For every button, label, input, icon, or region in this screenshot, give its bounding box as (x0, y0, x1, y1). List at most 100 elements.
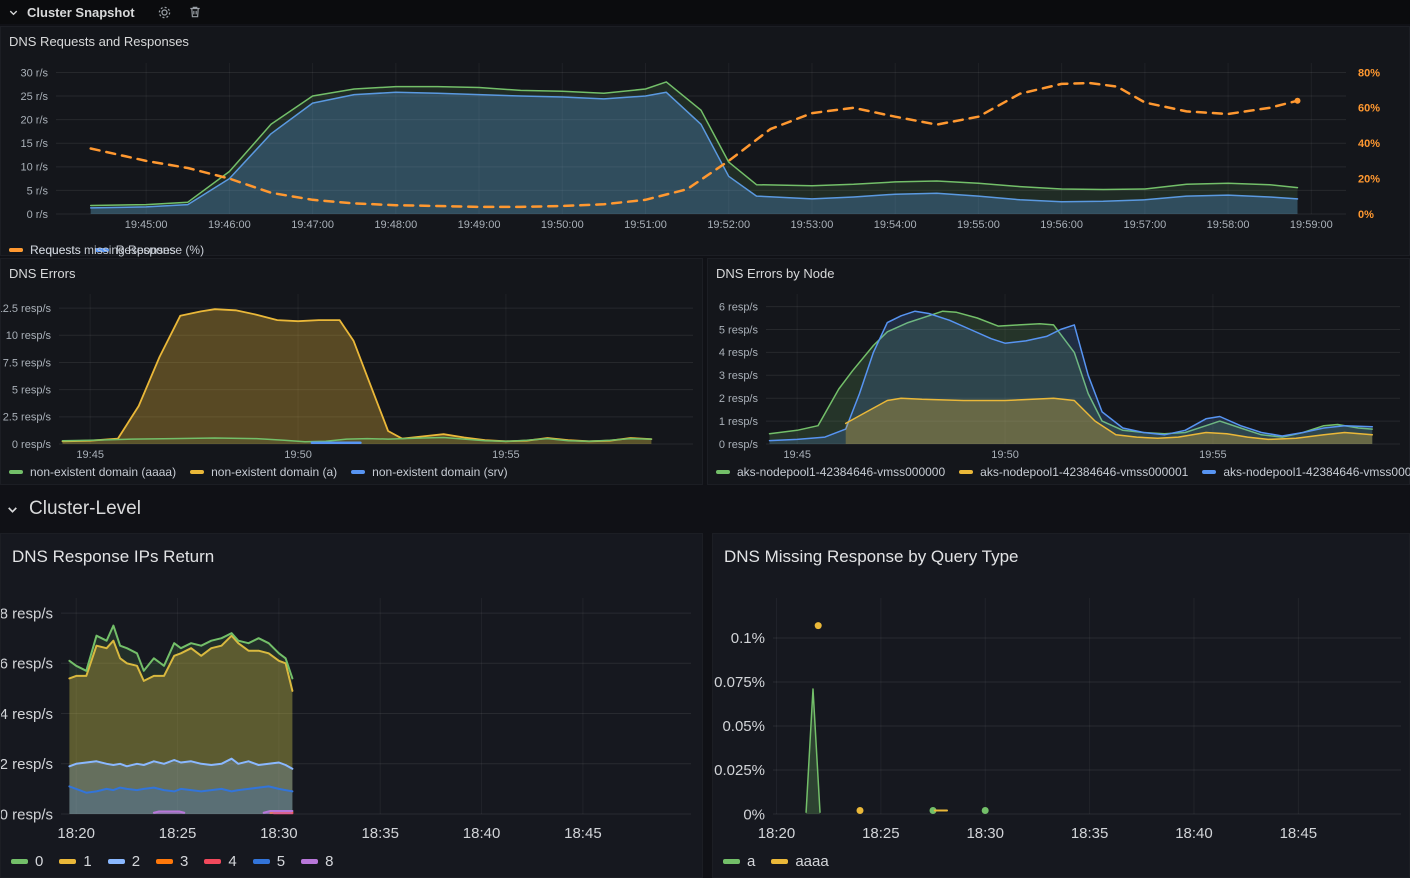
legend-label: aks-nodepool1-42384646-vmss000000 (737, 465, 946, 479)
legend-label: 5 (276, 853, 286, 870)
legend-color-chip (190, 470, 205, 474)
svg-text:18:25: 18:25 (862, 825, 900, 842)
legend-color-chip (94, 248, 109, 252)
gear-icon[interactable] (157, 5, 172, 20)
legend-label: aks-nodepool1-42384646-vmss000001 (980, 465, 1189, 479)
legend-item-4[interactable]: 4 (204, 853, 237, 870)
svg-text:18:20: 18:20 (57, 825, 95, 842)
legend-color-chip (59, 859, 77, 864)
row-header-cluster-snapshot[interactable]: Cluster Snapshot (0, 0, 1410, 24)
svg-text:19:50:00: 19:50:00 (541, 219, 584, 231)
svg-text:18:35: 18:35 (361, 825, 399, 842)
legend-label: non-existent domain (a) (211, 465, 338, 479)
legend-color-chip (156, 859, 174, 864)
svg-text:5 r/s: 5 r/s (27, 185, 49, 197)
legend-color-chip (351, 470, 366, 474)
legend-color-chip (252, 859, 270, 864)
panel-title[interactable]: DNS Requests and Responses (9, 34, 189, 49)
legend-label: 4 (228, 853, 237, 870)
legend-label: non-existent domain (srv) (372, 465, 508, 479)
svg-text:20 r/s: 20 r/s (20, 114, 48, 126)
section-title[interactable]: Cluster Snapshot (27, 4, 135, 20)
legend-label: 8 (325, 853, 334, 870)
section-title[interactable]: Cluster-Level (29, 498, 141, 519)
chevron-down-icon[interactable] (6, 503, 19, 516)
chart-dns-response-ips-return[interactable]: 18:20 18:25 18:30 18:35 18:40 18:45 0 resp/s 2 … (1, 576, 704, 866)
legend-item-aaaa[interactable]: aaaa (771, 853, 829, 870)
legend-item-non-existent-domain-aaaa-[interactable]: non-existent domain (aaaa) (9, 465, 176, 479)
svg-text:18:40: 18:40 (1175, 825, 1213, 842)
svg-text:3 resp/s: 3 resp/s (719, 370, 759, 382)
svg-text:19:46:00: 19:46:00 (208, 219, 251, 231)
legend-left: Requests Responses (9, 243, 176, 257)
chevron-down-icon[interactable] (8, 7, 19, 18)
svg-text:19:54:00: 19:54:00 (874, 219, 917, 231)
legend-item-responses[interactable]: Responses (94, 243, 176, 257)
svg-text:18:45: 18:45 (1280, 825, 1318, 842)
svg-text:4 resp/s: 4 resp/s (719, 347, 759, 359)
svg-text:19:57:00: 19:57:00 (1123, 219, 1166, 231)
legend-item-non-existent-domain-a-[interactable]: non-existent domain (a) (190, 465, 337, 479)
svg-text:8 resp/s: 8 resp/s (1, 605, 53, 622)
chart-dns-missing-response-by-query-type[interactable]: 18:20 18:25 18:30 18:35 18:40 18:45 0% 0.025% 0.… (713, 576, 1410, 866)
chart-dns-requests-and-responses[interactable]: 19:45:00 19:46:00 19:47:00 19:48:00 19:49:00… (1, 55, 1410, 237)
svg-text:2 resp/s: 2 resp/s (1, 756, 53, 773)
legend-color-chip (771, 859, 789, 864)
legend-color-chip (716, 470, 730, 474)
legend-color-chip (9, 470, 23, 474)
legend-label: Responses (115, 243, 176, 257)
legend-item-aks-nodepool1-42384646-vmss000000[interactable]: aks-nodepool1-42384646-vmss000000 (716, 465, 945, 479)
panel-dns-response-ips-return: DNS Response IPs Return 18:20 18:25 18:30 1… (0, 533, 703, 878)
svg-text:19:49:00: 19:49:00 (458, 219, 501, 231)
svg-text:0 resp/s: 0 resp/s (1, 806, 53, 823)
svg-text:19:48:00: 19:48:00 (374, 219, 417, 231)
panel-title[interactable]: DNS Missing Response by Query Type (724, 547, 1019, 566)
legend-item-non-existent-domain-srv-[interactable]: non-existent domain (srv) (351, 465, 508, 479)
legend-label: non-existent domain (aaaa) (30, 465, 177, 479)
trash-icon[interactable] (188, 5, 202, 19)
legend-item-8[interactable]: 8 (301, 853, 333, 870)
legend-item-2[interactable]: 2 (107, 853, 140, 870)
legend: non-existent domain (aaaa) non-existent d… (9, 465, 508, 479)
svg-text:0 resp/s: 0 resp/s (12, 439, 52, 451)
chart-dns-errors-by-node[interactable]: 19:45 19:50 19:55 0 resp/s 1 resp/s 2 resp/s 3… (708, 286, 1410, 471)
legend-item-0[interactable]: 0 (11, 853, 43, 870)
svg-text:18:30: 18:30 (966, 825, 1004, 842)
legend-item-1[interactable]: 1 (59, 853, 92, 870)
svg-text:60%: 60% (1358, 103, 1380, 115)
legend-color-chip (11, 859, 28, 864)
svg-text:19:45:00: 19:45:00 (125, 219, 168, 231)
panel-title[interactable]: DNS Errors (9, 266, 76, 281)
legend-item-5[interactable]: 5 (252, 853, 286, 870)
panel-dns-errors: DNS Errors 19:45 19:50 19:55 0 resp/s 2.5 re… (0, 258, 703, 485)
svg-text:2 resp/s: 2 resp/s (719, 393, 759, 405)
svg-text:19:51:00: 19:51:00 (624, 219, 667, 231)
legend-item-requests-missing-response-[interactable]: Requests missing Response (%) (9, 243, 204, 257)
panel-dns-errors-by-node: DNS Errors by Node 19:45 19:50 19:55 0 resp… (707, 258, 1410, 485)
svg-text:0 resp/s: 0 resp/s (719, 439, 759, 451)
svg-text:1 resp/s: 1 resp/s (719, 416, 759, 428)
legend-color-chip (301, 859, 319, 864)
legend-item-aks-nodepool1-42384646-vmss000001[interactable]: aks-nodepool1-42384646-vmss000001 (959, 465, 1188, 479)
svg-text:19:53:00: 19:53:00 (791, 219, 834, 231)
legend-item-a[interactable]: a (723, 853, 755, 870)
svg-text:20%: 20% (1358, 173, 1380, 185)
legend: aks-nodepool1-42384646-vmss000000 aks-nod… (716, 465, 1410, 479)
panel-dns-missing-response-by-query-type: DNS Missing Response by Query Type 18:20… (712, 533, 1410, 878)
panel-title[interactable]: DNS Errors by Node (716, 266, 835, 281)
panel-title[interactable]: DNS Response IPs Return (12, 547, 215, 566)
svg-text:25 r/s: 25 r/s (20, 91, 48, 103)
svg-text:10 r/s: 10 r/s (20, 162, 48, 174)
svg-text:5 resp/s: 5 resp/s (719, 324, 759, 336)
legend: a aaaa (723, 853, 829, 870)
svg-text:18:35: 18:35 (1071, 825, 1109, 842)
svg-text:7.5 resp/s: 7.5 resp/s (3, 357, 52, 369)
svg-text:0.1%: 0.1% (731, 630, 765, 647)
svg-text:2.5 resp/s: 2.5 resp/s (3, 412, 52, 424)
chart-dns-errors[interactable]: 19:45 19:50 19:55 0 resp/s 2.5 resp/s 5 resp/… (1, 286, 704, 471)
legend-item-aks-nodepool1-42384646-vmss000002[interactable]: aks-nodepool1-42384646-vmss000002 (1202, 465, 1410, 479)
row-header-cluster-level[interactable]: Cluster-Level (0, 488, 1410, 530)
svg-text:12.5 resp/s: 12.5 resp/s (1, 303, 51, 315)
legend-color-chip (9, 248, 23, 252)
legend-item-3[interactable]: 3 (156, 853, 188, 870)
